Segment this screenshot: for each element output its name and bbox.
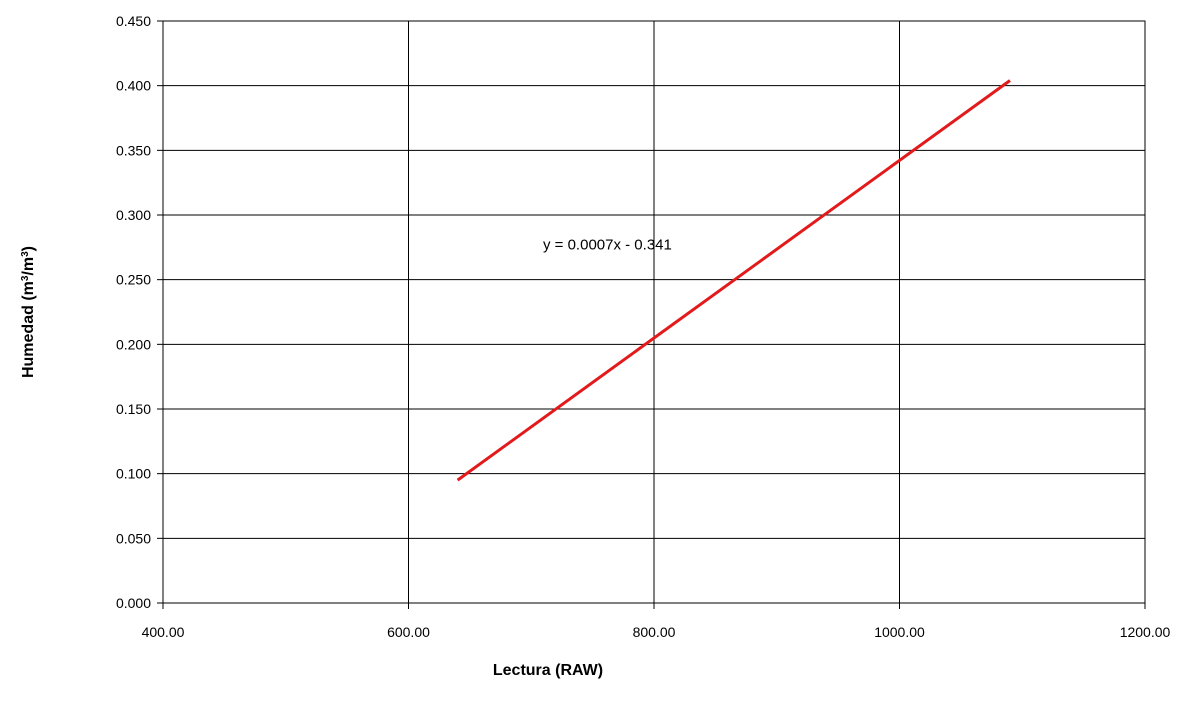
trendline-equation: y = 0.0007x - 0.341 xyxy=(543,237,672,254)
y-tick-label: 0.350 xyxy=(116,142,151,158)
y-tick-label: 0.200 xyxy=(116,336,151,352)
y-axis-title-end: ) xyxy=(20,246,37,251)
y-tick-label: 0.150 xyxy=(116,401,151,417)
y-tick-label: 0.100 xyxy=(116,466,151,482)
y-tick-labels: 0.000 0.050 0.100 0.150 0.200 0.250 0.300 0.350… xyxy=(116,13,151,611)
y-axis-title-mid: /m xyxy=(20,257,37,276)
x-tick-labels: 400.00 600.00 800.00 1000.00 1200.00 xyxy=(142,624,1171,640)
y-tick-label: 0.050 xyxy=(116,530,151,546)
x-tick-label: 1000.00 xyxy=(874,624,925,640)
grid xyxy=(163,21,1145,603)
y-tick-label: 0.250 xyxy=(116,272,151,288)
series-line xyxy=(458,80,1010,480)
x-axis-title: Lectura (RAW) xyxy=(493,662,603,679)
y-tick-label: 0.400 xyxy=(116,78,151,94)
y-axis-title-main: Humedad (m xyxy=(20,281,37,378)
tick-marks xyxy=(157,21,1145,609)
x-tick-label: 1200.00 xyxy=(1120,624,1171,640)
y-tick-label: 0.300 xyxy=(116,207,151,223)
x-tick-label: 800.00 xyxy=(633,624,676,640)
y-tick-label: 0.000 xyxy=(116,595,151,611)
x-tick-label: 600.00 xyxy=(387,624,430,640)
series xyxy=(458,80,1010,480)
x-tick-label: 400.00 xyxy=(142,624,185,640)
y-tick-label: 0.450 xyxy=(116,13,151,29)
y-axis-title: Humedad (m3/m3) xyxy=(20,246,38,378)
